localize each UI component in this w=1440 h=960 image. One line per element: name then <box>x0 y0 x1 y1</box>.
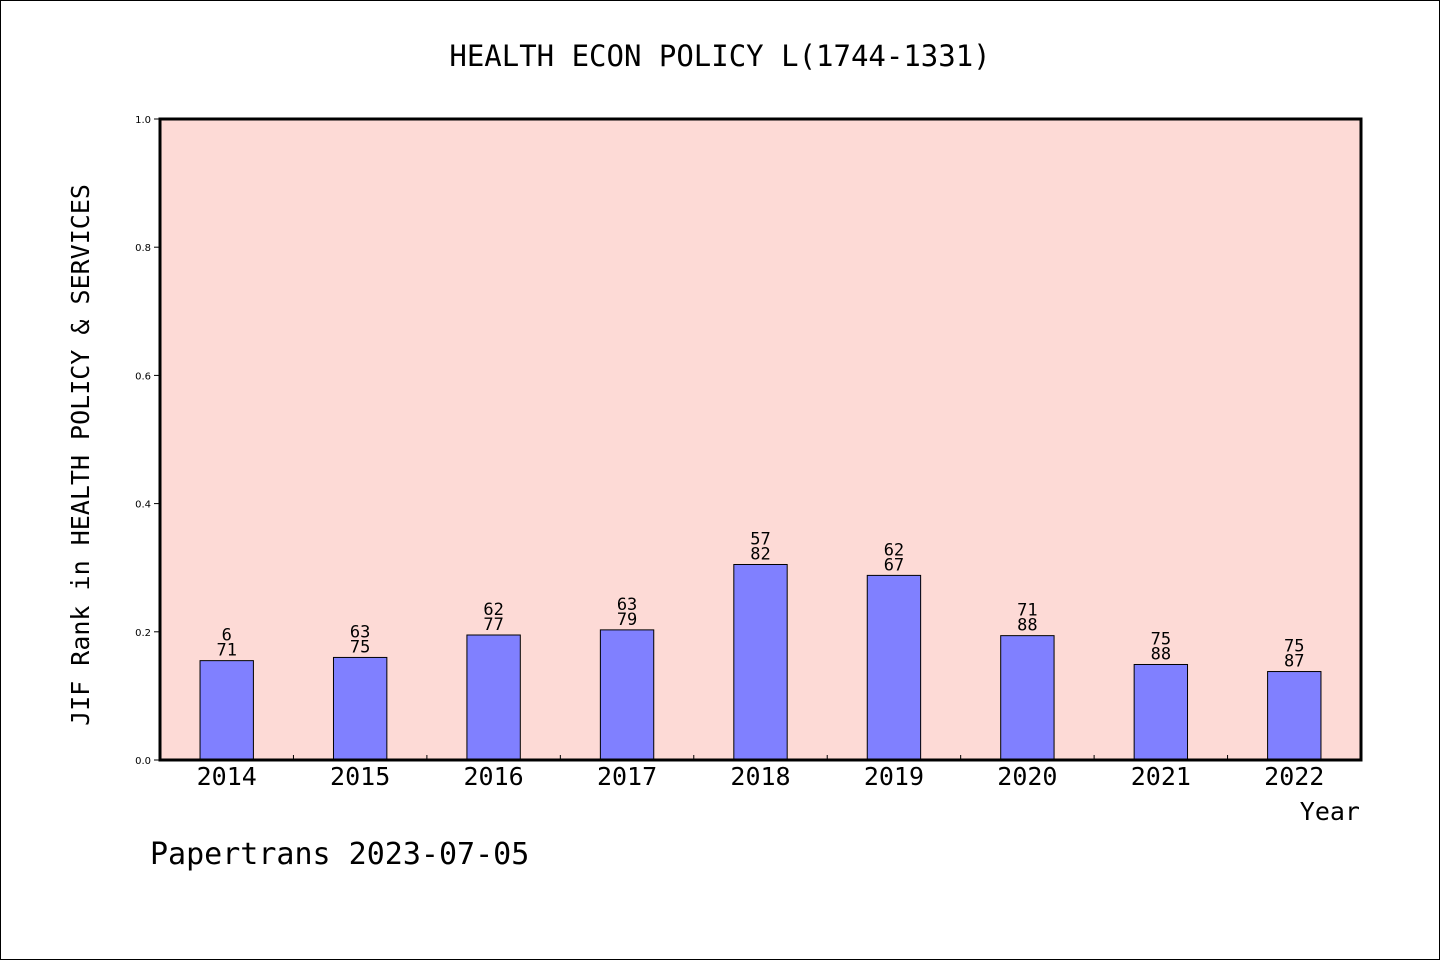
bar-rank-label: 6 <box>222 626 232 646</box>
x-tick-label: 2014 <box>197 762 257 791</box>
bar-2020 <box>1000 635 1055 761</box>
bar-total-label: 87 <box>1284 652 1304 672</box>
plot-border <box>158 117 1363 762</box>
y-tick-label: 1.0 <box>135 115 151 126</box>
bar-total-label: 88 <box>1151 644 1171 664</box>
chart-title: HEALTH ECON POLICY L(1744-1331) <box>449 39 990 73</box>
bar-rank-label: 62 <box>884 540 904 560</box>
bar-total-label: 79 <box>617 610 637 630</box>
x-axis-label: Year <box>1300 797 1360 826</box>
bar-2018 <box>733 563 788 761</box>
bar-total-label: 77 <box>483 615 503 635</box>
bar-rank-label: 57 <box>750 529 770 549</box>
bar-2022 <box>1267 671 1322 761</box>
bar-2016 <box>466 634 521 761</box>
bar-2014 <box>199 660 254 761</box>
bar-2019 <box>866 574 922 761</box>
bar-rank-label: 62 <box>483 600 503 620</box>
x-tick-label: 2015 <box>330 762 390 791</box>
bar-2015 <box>332 656 388 761</box>
footer-credit: Papertrans 2023-07-05 <box>150 837 529 872</box>
y-axis: 0.0 0.2 0.4 0.6 0.8 1.0 <box>135 115 160 767</box>
y-tick-label: 0.4 <box>135 500 151 511</box>
bar-2017 <box>599 629 655 761</box>
x-tick-label: 2018 <box>730 762 790 791</box>
y-axis-label: JIF Rank in HEALTH POLICY & SERVICES <box>66 184 95 726</box>
bar-2021 <box>1133 663 1189 761</box>
x-axis: 2014 2015 2016 2017 2018 2019 2020 2021 2022 <box>197 755 1324 791</box>
y-tick-label: 0.8 <box>135 243 151 254</box>
bar-rank-label: 63 <box>617 595 637 615</box>
bar-total-label: 67 <box>884 555 904 575</box>
bar-rank-label: 63 <box>350 622 370 642</box>
bars <box>199 563 1322 761</box>
x-tick-label: 2020 <box>997 762 1057 791</box>
x-tick-label: 2022 <box>1264 762 1324 791</box>
bar-rank-label: 75 <box>1151 629 1171 649</box>
x-tick-label: 2016 <box>464 762 524 791</box>
x-tick-label: 2019 <box>864 762 924 791</box>
bar-total-label: 82 <box>750 544 770 564</box>
bar-total-label: 75 <box>350 637 370 657</box>
y-tick-label: 0.6 <box>135 371 151 382</box>
bar-total-label: 71 <box>216 641 236 661</box>
x-tick-label: 2017 <box>597 762 657 791</box>
y-tick-label: 0.2 <box>135 628 151 639</box>
y-tick-label: 0.0 <box>135 756 151 767</box>
bar-total-label: 88 <box>1017 616 1037 636</box>
bar-rank-label: 75 <box>1284 637 1304 657</box>
x-tick-label: 2021 <box>1131 762 1191 791</box>
bar-rank-label: 71 <box>1017 601 1037 621</box>
